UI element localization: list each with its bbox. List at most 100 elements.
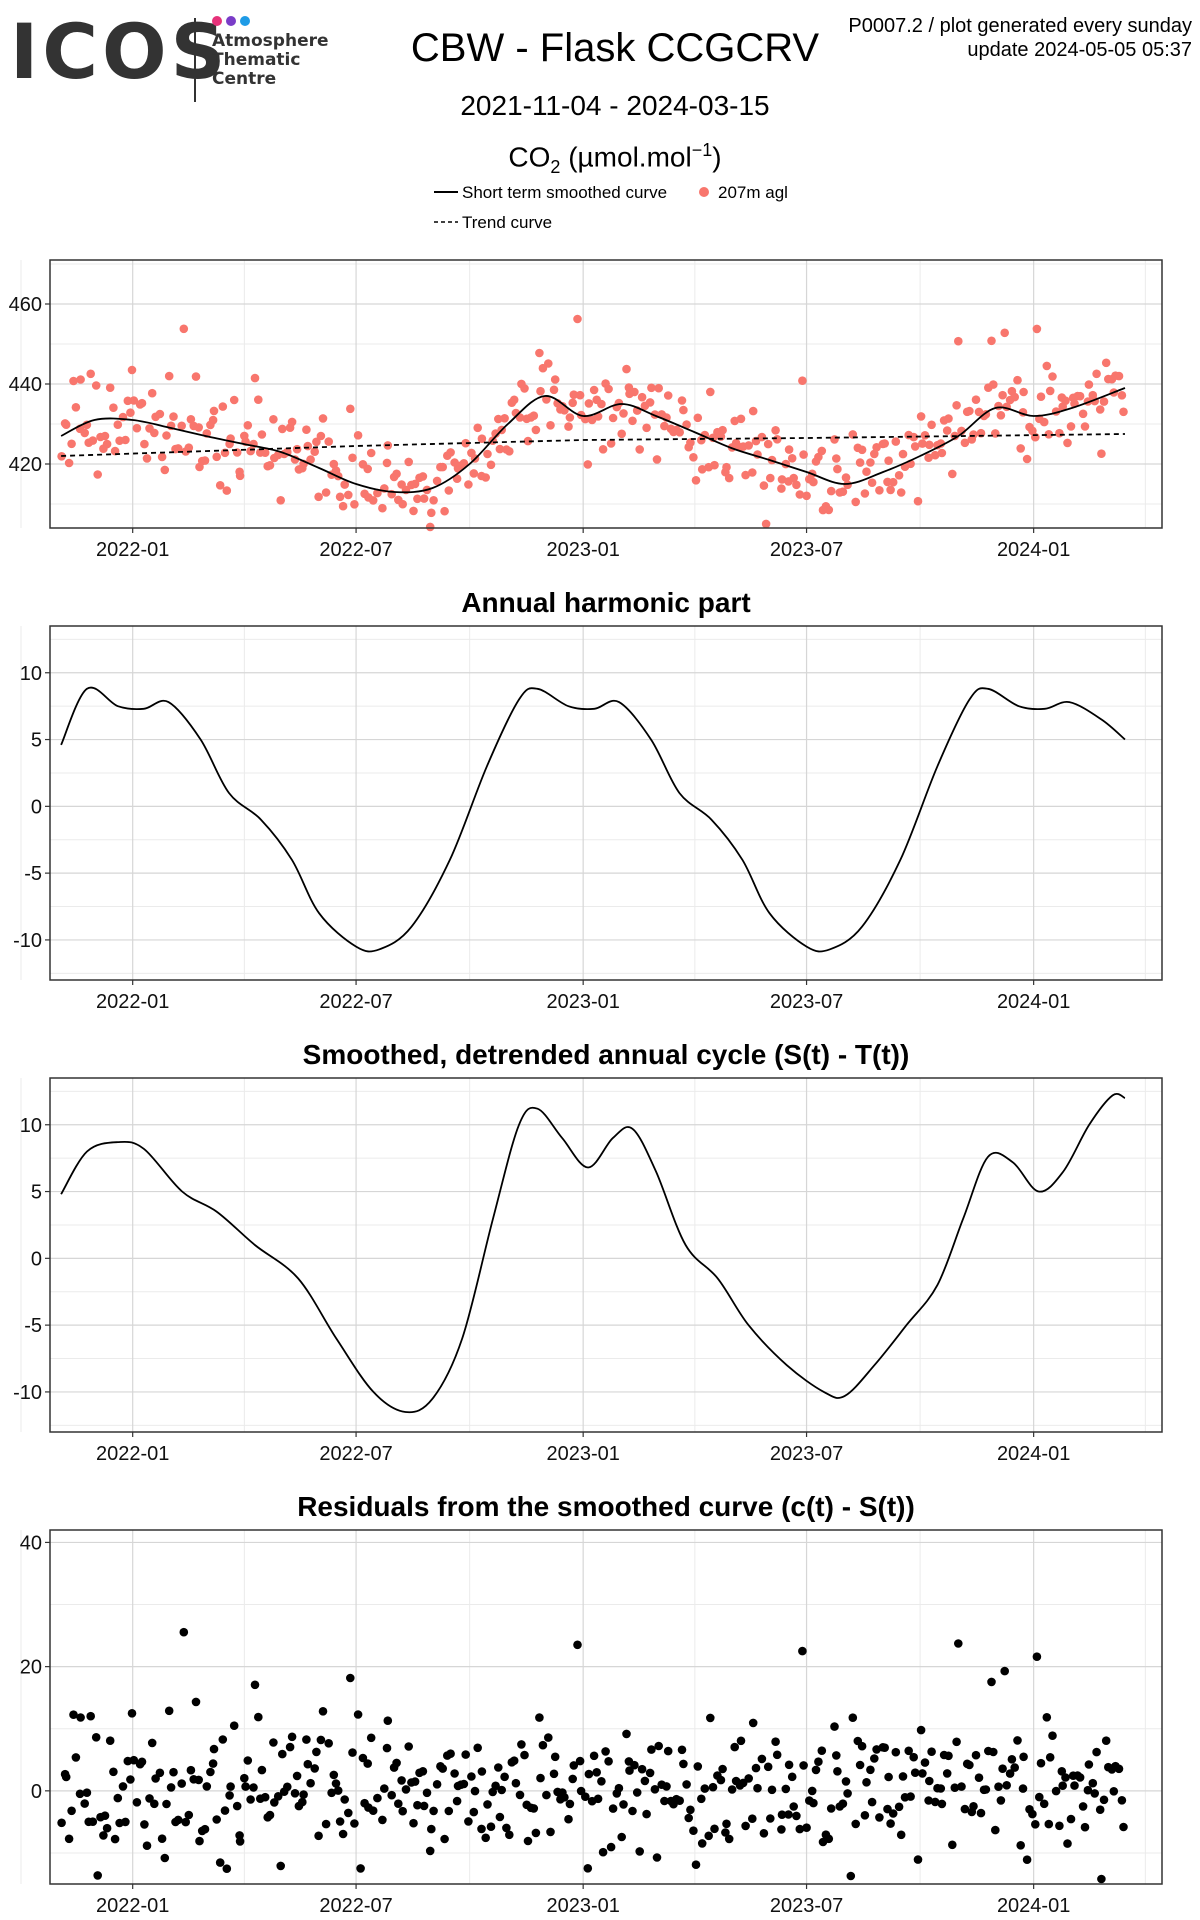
logo-sub-line: Thematic: [212, 50, 301, 70]
data-point: [675, 1796, 684, 1805]
data-point: [744, 441, 753, 450]
data-point: [802, 1823, 811, 1832]
data-point: [741, 470, 750, 480]
data-point: [622, 364, 631, 374]
data-point: [960, 1804, 970, 1814]
data-point: [628, 416, 637, 426]
data-point: [944, 1751, 953, 1761]
data-point: [722, 462, 731, 472]
data-point: [706, 387, 715, 397]
data-point: [446, 1749, 455, 1758]
data-point: [88, 1817, 98, 1826]
data-point: [353, 1710, 363, 1719]
data-point: [410, 1777, 420, 1786]
data-point: [976, 1808, 986, 1818]
data-point: [61, 420, 71, 430]
data-point: [523, 1836, 533, 1846]
y-tick-label: 460: [9, 294, 42, 316]
data-point: [870, 1754, 879, 1763]
data-point: [418, 1767, 428, 1776]
data-point: [848, 1713, 858, 1722]
data-point: [617, 429, 626, 439]
data-point: [549, 1769, 559, 1779]
data-point: [1080, 1822, 1090, 1832]
data-point: [930, 450, 940, 460]
data-point: [642, 1809, 651, 1819]
x-tick-label: 2024-01: [997, 539, 1070, 561]
x-tick-label: 2022-07: [319, 991, 392, 1013]
data-point: [179, 1627, 189, 1637]
data-point: [329, 459, 339, 469]
data-point: [1063, 438, 1072, 448]
data-point: [568, 1774, 577, 1784]
data-point: [338, 501, 348, 511]
data-point: [1036, 392, 1046, 402]
data-point: [1019, 387, 1028, 397]
data-point: [795, 1824, 805, 1834]
data-point: [924, 453, 933, 463]
data-point: [654, 1741, 663, 1751]
data-point: [598, 1847, 608, 1857]
legend-label: 207m agl: [718, 183, 788, 202]
data-point: [960, 438, 970, 448]
data-point: [1080, 422, 1090, 431]
data-point: [584, 399, 594, 408]
data-point: [461, 1750, 471, 1759]
data-point: [450, 1769, 459, 1778]
data-point: [208, 415, 218, 425]
data-point: [710, 1824, 719, 1834]
data-point: [1035, 1792, 1044, 1802]
data-point: [269, 415, 278, 424]
data-point: [1028, 426, 1037, 436]
data-point: [232, 1801, 242, 1811]
panel-title: Annual harmonic part: [461, 587, 750, 618]
data-point: [429, 1806, 438, 1816]
data-point: [102, 1823, 112, 1833]
data-point: [82, 1788, 92, 1797]
data-point: [677, 396, 687, 405]
data-point: [916, 1725, 926, 1735]
data-point: [581, 1792, 590, 1801]
data-point: [444, 486, 454, 495]
data-point: [121, 1817, 130, 1827]
data-point: [925, 1776, 934, 1786]
data-point: [473, 423, 483, 433]
data-point: [875, 1813, 884, 1822]
data-point: [597, 399, 606, 409]
data-point: [948, 1840, 957, 1850]
data-point: [1022, 454, 1032, 464]
data-point: [697, 1839, 707, 1848]
data-point: [160, 1853, 170, 1863]
data-point: [278, 1749, 287, 1759]
data-point: [718, 425, 727, 435]
data-point: [91, 381, 101, 390]
data-point: [942, 426, 952, 435]
data-point: [771, 1737, 780, 1746]
data-point: [71, 403, 81, 412]
data-point: [392, 469, 401, 479]
data-point: [872, 443, 881, 452]
data-point: [303, 441, 313, 451]
data-point: [663, 1746, 673, 1756]
data-point: [1000, 328, 1009, 338]
data-point: [491, 1781, 500, 1791]
data-point: [777, 1825, 786, 1834]
data-point: [314, 1831, 323, 1841]
data-point: [340, 1795, 350, 1804]
data-point: [378, 503, 387, 513]
data-point: [253, 1712, 263, 1722]
data-point: [721, 1828, 730, 1837]
data-point: [918, 1769, 927, 1778]
data-point: [76, 1713, 85, 1722]
data-point: [925, 440, 934, 450]
data-point: [913, 496, 923, 506]
data-point: [622, 1729, 631, 1739]
data-point: [693, 1762, 703, 1771]
data-point: [604, 1757, 613, 1766]
data-point: [373, 1793, 382, 1803]
data-point: [113, 420, 123, 430]
data-point: [866, 1765, 875, 1775]
data-point: [181, 1817, 190, 1827]
data-point: [432, 476, 442, 486]
data-point: [312, 437, 321, 447]
